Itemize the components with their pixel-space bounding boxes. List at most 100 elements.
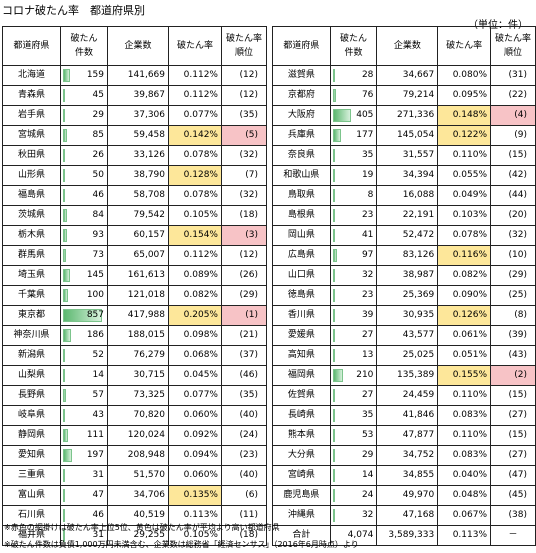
count-cell: 210	[329, 365, 378, 386]
table-row: 山形県 50 38,790 0.128% (7)	[2, 165, 267, 186]
prefecture-cell: 山梨県	[2, 365, 61, 386]
count-value: 26	[92, 150, 104, 160]
count-bar	[332, 109, 351, 122]
count-value: 46	[92, 190, 104, 200]
prefecture-cell: 青森県	[2, 85, 61, 106]
rank-cell: (39)	[490, 325, 536, 346]
count-bar	[63, 449, 72, 462]
companies-cell: 70,820	[107, 405, 169, 426]
table-row: 三重県 31 51,570 0.060% (40)	[2, 465, 267, 486]
prefecture-cell: 岩手県	[2, 105, 61, 126]
count-value: 50	[92, 170, 104, 180]
rate-cell: 0.045%	[168, 365, 222, 386]
count-bar	[332, 489, 335, 502]
count-bar	[332, 429, 335, 442]
prefecture-cell: 埼玉県	[2, 265, 61, 286]
companies-cell: 43,577	[376, 325, 439, 346]
count-bar	[332, 129, 341, 142]
table-header-row: 都道府県 破たん 件数 企業数 破たん率 破たん率 順位	[2, 26, 267, 66]
count-value: 23	[361, 290, 374, 300]
count-cell: 35	[329, 145, 378, 166]
rank-cell: (42)	[490, 165, 536, 186]
companies-cell: 141,669	[107, 65, 169, 86]
count-cell: 100	[60, 285, 108, 306]
count-cell: 857	[60, 305, 108, 326]
total-count: 4,074	[329, 525, 378, 546]
rank-cell: (23)	[221, 445, 267, 466]
rank-cell: (8)	[490, 305, 536, 326]
prefecture-cell: 秋田県	[2, 145, 61, 166]
rank-cell: (6)	[221, 485, 267, 506]
prefecture-cell: 群馬県	[2, 245, 61, 266]
prefecture-cell: 新潟県	[2, 345, 61, 366]
count-bar	[332, 309, 335, 322]
count-cell: 23	[329, 205, 378, 226]
count-cell: 47	[60, 485, 108, 506]
count-cell: 85	[60, 125, 108, 146]
companies-cell: 76,279	[107, 345, 169, 366]
prefecture-cell: 大分県	[272, 445, 331, 466]
table-row: 愛媛県 27 43,577 0.061% (39)	[272, 325, 536, 346]
count-cell: 29	[329, 445, 378, 466]
rank-cell: (46)	[221, 365, 267, 386]
prefecture-cell: 兵庫県	[272, 125, 331, 146]
count-value: 186	[86, 330, 104, 340]
table-row: 熊本県 53 47,877 0.110% (15)	[272, 425, 536, 446]
companies-cell: 34,855	[376, 465, 439, 486]
rank-cell: (12)	[221, 65, 267, 86]
table-row: 佐賀県 27 24,459 0.110% (15)	[272, 385, 536, 406]
rank-cell: (12)	[221, 245, 267, 266]
companies-cell: 25,025	[376, 345, 439, 366]
count-cell: 28	[329, 65, 378, 86]
companies-cell: 121,018	[107, 285, 169, 306]
header-prefecture: 都道府県	[2, 26, 61, 66]
companies-cell: 34,706	[107, 485, 169, 506]
companies-cell: 30,935	[376, 305, 439, 326]
prefecture-cell: 栃木県	[2, 225, 61, 246]
prefecture-cell: 大阪府	[272, 105, 331, 126]
count-cell: 31	[60, 525, 108, 546]
count-bar	[63, 349, 65, 362]
rate-cell: 0.082%	[437, 265, 492, 286]
count-bar	[332, 449, 335, 462]
table-row: 奈良県 35 31,557 0.110% (15)	[272, 145, 536, 166]
rate-cell: 0.112%	[168, 85, 222, 106]
rank-cell: (35)	[221, 385, 267, 406]
count-bar	[63, 189, 65, 202]
rank-cell: (29)	[490, 265, 536, 286]
table-row: 兵庫県 177 145,054 0.122% (9)	[272, 125, 536, 146]
table-row: 静岡県 111 120,024 0.092% (24)	[2, 425, 267, 446]
table-row: 高知県 13 25,025 0.051% (43)	[272, 345, 536, 366]
prefecture-cell: 東京都	[2, 305, 61, 326]
table-row: 宮城県 85 59,458 0.142% (5)	[2, 125, 267, 146]
rate-cell: 0.061%	[437, 325, 492, 346]
companies-cell: 37,306	[107, 105, 169, 126]
count-value: 145	[86, 270, 104, 280]
rate-cell: 0.098%	[168, 325, 222, 346]
count-bar	[63, 249, 66, 262]
rank-cell: (38)	[490, 505, 536, 526]
rate-cell: 0.116%	[437, 245, 492, 266]
rank-cell: (32)	[221, 185, 267, 206]
count-bar	[332, 409, 335, 422]
count-bar	[332, 169, 335, 182]
table-row: 滋賀県 28 34,667 0.080% (31)	[272, 65, 536, 86]
companies-cell: 58,708	[107, 185, 169, 206]
rank-cell: (31)	[490, 65, 536, 86]
count-cell: 111	[60, 425, 108, 446]
table-row: 鹿児島県 24 49,970 0.048% (45)	[272, 485, 536, 506]
companies-cell: 60,157	[107, 225, 169, 246]
companies-cell: 51,570	[107, 465, 169, 486]
total-rate: 0.113%	[437, 525, 492, 546]
rate-cell: 0.089%	[168, 265, 222, 286]
count-cell: 35	[329, 405, 378, 426]
count-cell: 46	[60, 505, 108, 526]
prefecture-cell: 山形県	[2, 165, 61, 186]
count-cell: 27	[329, 385, 378, 406]
count-cell: 29	[60, 105, 108, 126]
count-value: 52	[92, 350, 104, 360]
count-cell: 197	[60, 445, 108, 466]
count-cell: 19	[329, 165, 378, 186]
rank-cell: (15)	[490, 425, 536, 446]
count-bar	[332, 369, 343, 382]
